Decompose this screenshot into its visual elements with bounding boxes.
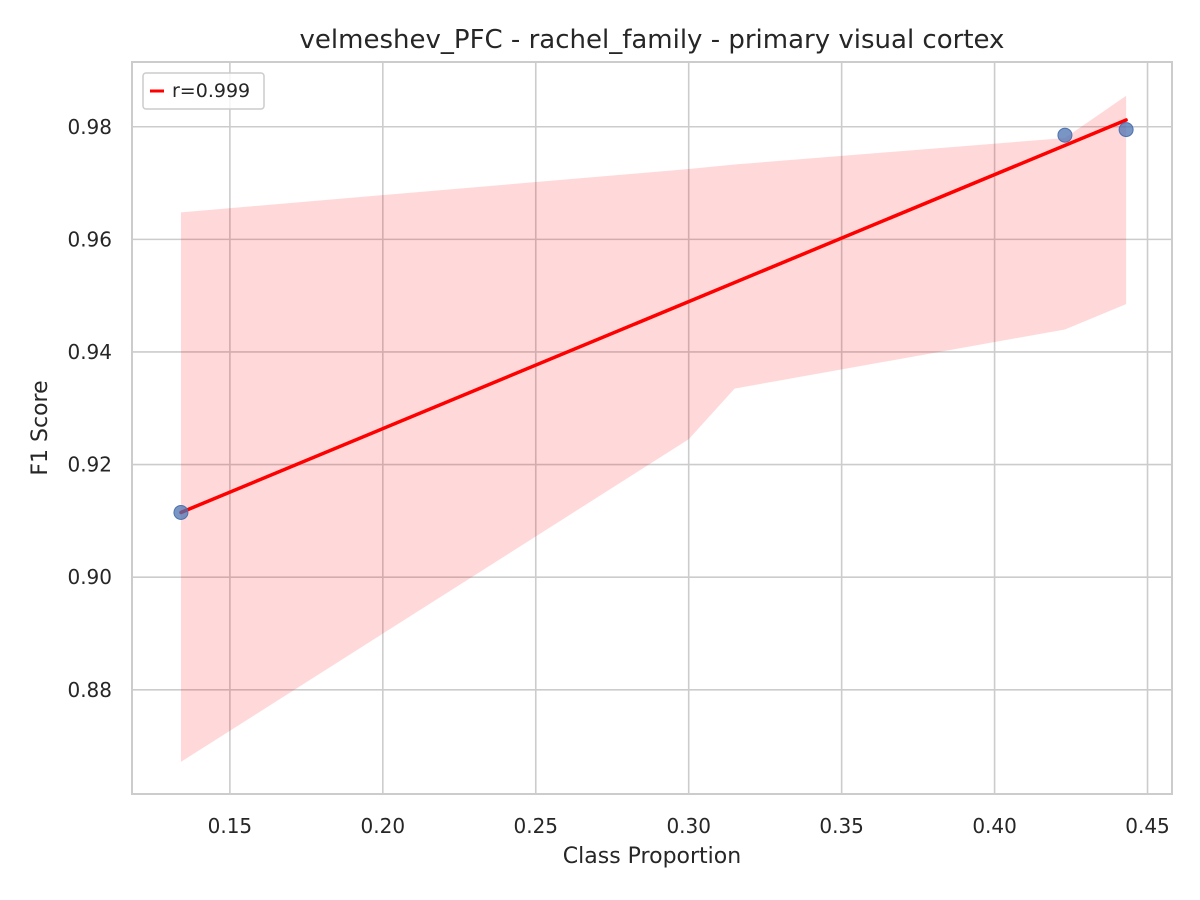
plot-frame [131,61,1173,795]
confidence-band [180,95,1127,762]
y-ticks-layer: 0.88 0.90 0.92 0.94 0.96 0.98 [67,115,112,702]
data-point [1118,122,1134,138]
y-tick-label: 0.96 [67,227,112,251]
y-axis-label: F1 Score [28,380,53,475]
confidence-band-layer [180,95,1127,762]
regression-line [179,118,1128,515]
x-ticks-layer: 0.15 0.20 0.25 0.30 0.35 0.40 0.45 [208,814,1170,838]
y-tick-label: 0.94 [67,340,112,364]
scatter-points-layer [173,122,1134,520]
x-tick-label: 0.25 [513,814,558,838]
x-tick-label: 0.35 [819,814,864,838]
data-point [173,504,189,520]
x-axis-label: Class Proportion [563,844,741,869]
y-tick-label: 0.98 [67,115,112,139]
x-tick-label: 0.45 [1125,814,1170,838]
y-tick-label: 0.88 [67,678,112,702]
legend-box [142,72,265,110]
x-tick-label: 0.40 [972,814,1017,838]
x-tick-label: 0.15 [208,814,253,838]
y-tick-label: 0.92 [67,453,112,477]
x-tick-label: 0.20 [361,814,406,838]
regression-line-layer [179,118,1128,515]
chart-title: velmeshev_PFC - rachel_family - primary … [300,25,1005,55]
data-point [1057,127,1073,143]
y-tick-label: 0.90 [67,565,112,589]
legend: r=0.999 [142,72,265,110]
legend-label: r=0.999 [172,80,250,102]
plot-area [132,62,1172,794]
grid-layer [132,62,1172,794]
x-tick-label: 0.30 [666,814,711,838]
